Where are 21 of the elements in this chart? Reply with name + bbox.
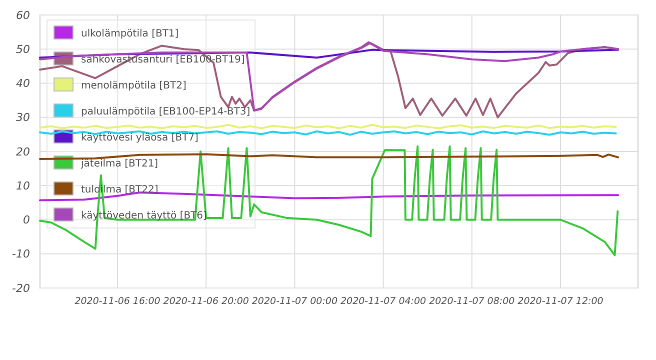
x-tick-label: 2020-11-07 08:00 [429,296,515,307]
x-tick-label: 2020-11-07 00:00 [252,296,338,307]
legend-label: käyttövesi yläosa [BT7] [81,132,199,144]
legend-label: jäteilma [BT21] [80,158,158,170]
y-tick-label: -20 [12,282,30,295]
y-tick-label: 20 [16,145,30,158]
legend-label: ulkolämpötila [BT1] [81,28,179,40]
y-tick-label: 0 [23,214,30,227]
legend-label: menolämpötila [BT2] [81,80,186,92]
x-tick-label: 2020-11-07 04:00 [340,296,426,307]
legend-label: paluulämpötila [EB100-EP14-BT3] [81,106,250,118]
line-series [39,145,619,256]
y-tick-label: 10 [16,179,30,192]
y-tick-label: 60 [16,8,30,22]
x-tick-label: 2020-11-06 16:00 [74,296,160,307]
x-tick-label: 2020-11-07 12:00 [518,296,604,307]
x-tick-label: 2020-11-06 20:00 [163,296,249,307]
y-tick-label: -10 [12,248,30,261]
y-tick-label: 30 [16,111,30,124]
y-tick-label: 40 [16,77,30,90]
y-tick-label: 50 [16,42,30,56]
